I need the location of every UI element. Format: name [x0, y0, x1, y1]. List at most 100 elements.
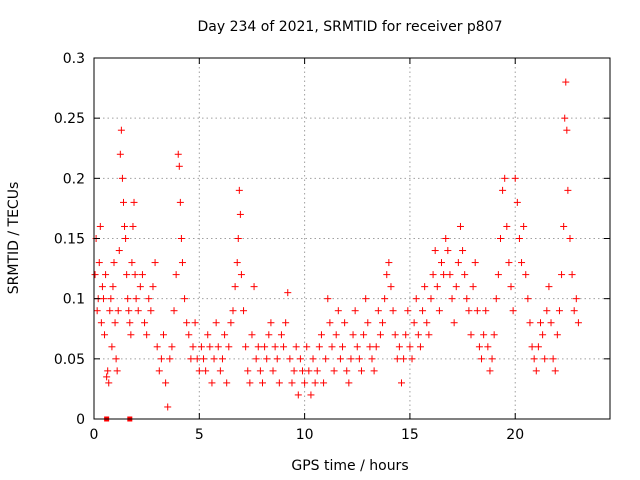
data-point [446, 271, 454, 279]
data-point [522, 271, 530, 279]
data-point [261, 343, 269, 351]
y-tick-label: 0.15 [54, 232, 85, 248]
data-point [252, 355, 260, 363]
data-point [560, 222, 568, 230]
data-point [177, 235, 185, 242]
y-tick-label: 0.25 [54, 111, 85, 127]
data-point [435, 307, 443, 315]
data-point [414, 331, 422, 339]
data-point [492, 295, 500, 303]
data-point [364, 319, 372, 327]
data-point [459, 247, 467, 255]
data-point [141, 319, 149, 327]
data-point [244, 367, 252, 375]
data-point [111, 319, 119, 327]
data-point [339, 343, 347, 351]
data-point [410, 319, 418, 327]
data-point [438, 259, 446, 267]
data-point [488, 355, 496, 363]
data-point [349, 331, 357, 339]
data-point [366, 343, 374, 351]
data-point [119, 198, 127, 206]
y-tick-label: 0.2 [63, 171, 85, 187]
data-point [280, 343, 288, 351]
data-point [357, 367, 365, 375]
data-point [568, 271, 576, 279]
data-point [162, 379, 170, 387]
data-point [303, 343, 311, 351]
data-point [534, 343, 542, 351]
data-point [181, 295, 189, 303]
data-point [216, 367, 224, 375]
data-point [336, 355, 344, 363]
data-point [563, 126, 571, 134]
data-point [518, 259, 526, 267]
data-point [102, 271, 110, 279]
data-point [501, 174, 509, 182]
data-point [136, 283, 144, 291]
data-point [326, 319, 334, 327]
data-point [372, 343, 380, 351]
data-point [105, 379, 113, 387]
data-point [288, 379, 296, 387]
data-point [147, 307, 155, 315]
data-point [551, 367, 559, 375]
data-point [212, 319, 220, 327]
data-point [160, 331, 168, 339]
data-point [185, 331, 193, 339]
data-point [223, 379, 231, 387]
data-point [368, 355, 376, 363]
data-point [275, 379, 283, 387]
data-point [176, 198, 184, 206]
data-point [191, 319, 199, 327]
data-point [157, 355, 165, 363]
data-point [101, 331, 109, 339]
data-point [539, 331, 547, 339]
data-point [532, 367, 540, 375]
data-point [315, 343, 323, 351]
data-point [393, 355, 401, 363]
data-point [465, 307, 473, 315]
data-point [273, 355, 281, 363]
data-point [423, 319, 431, 327]
data-point [362, 295, 370, 303]
data-point [183, 319, 191, 327]
data-point [391, 331, 399, 339]
data-point [511, 174, 519, 182]
data-point [234, 235, 242, 242]
data-point [104, 367, 112, 375]
data-point [218, 355, 226, 363]
data-point [292, 343, 300, 351]
data-point [494, 271, 502, 279]
data-point [138, 271, 146, 279]
data-point [116, 150, 124, 158]
data-point [395, 343, 403, 351]
data-point [444, 247, 452, 255]
data-point [387, 283, 395, 291]
data-point [204, 331, 212, 339]
data-point [320, 379, 328, 387]
data-point [351, 307, 359, 315]
data-point [250, 283, 258, 291]
data-point [237, 271, 245, 279]
data-point [566, 235, 574, 242]
data-point [197, 343, 205, 351]
data-point [480, 331, 488, 339]
data-point [561, 114, 569, 122]
data-point [99, 295, 107, 303]
y-tick-label: 0.3 [63, 51, 85, 67]
data-point [113, 367, 121, 375]
data-point [229, 307, 237, 315]
data-point [187, 355, 195, 363]
data-point [242, 343, 250, 351]
data-point [175, 162, 183, 170]
data-point [254, 343, 262, 351]
data-point [456, 222, 464, 230]
data-point [496, 235, 504, 242]
data-point [114, 307, 122, 315]
data-point [406, 343, 414, 351]
data-point [107, 295, 115, 303]
data-point [317, 331, 325, 339]
data-point [370, 367, 378, 375]
